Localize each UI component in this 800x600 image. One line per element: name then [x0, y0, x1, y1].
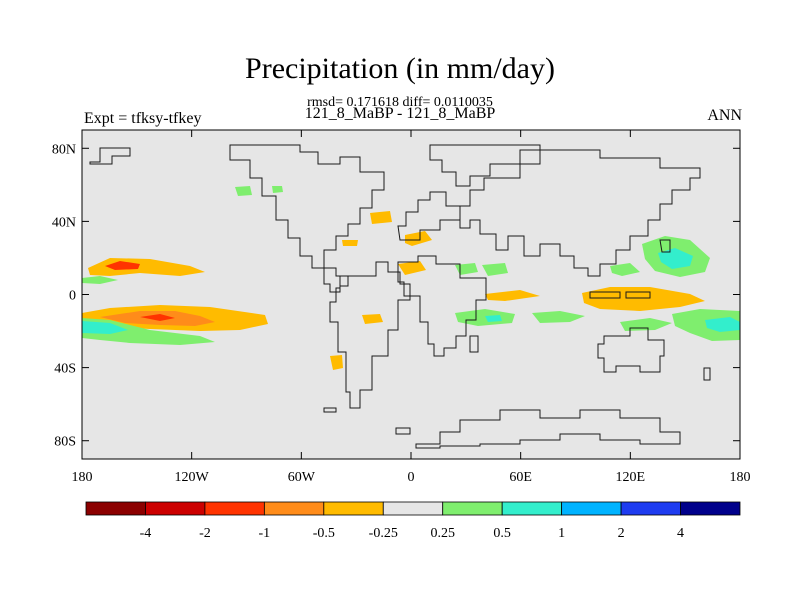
colorbar-label: -1: [259, 526, 271, 541]
colorbar-label: 2: [618, 526, 625, 541]
colorbar-swatch: [442, 501, 503, 516]
coastline-south-tip: [323, 407, 411, 435]
coastline-north-america: [229, 144, 385, 269]
anomaly-patch-orange: [582, 287, 705, 311]
anomaly-patch-green: [235, 186, 252, 196]
x-tick-label: 180: [730, 470, 751, 485]
colorbar-swatch: [501, 501, 563, 516]
coastline-greenland: [429, 144, 541, 187]
colorbar-swatch: [561, 501, 622, 516]
x-tick-label: 60E: [509, 470, 532, 485]
anomaly-patch-red: [140, 314, 175, 321]
x-tick-label: 120E: [616, 470, 646, 485]
coastline-arctic-islands: [89, 147, 131, 165]
season-label: ANN: [707, 107, 742, 124]
anomaly-patch-green: [532, 311, 585, 323]
colorbar-swatch: [620, 501, 681, 516]
coastlines: [89, 144, 711, 449]
coastline-south-america: [329, 261, 411, 409]
x-tick-label: 120W: [175, 470, 210, 485]
coastline-antarctica: [415, 409, 681, 449]
stats-subtitle: rmsd= 0.171618 diff= 0.0110035: [307, 95, 493, 110]
anomaly-patch-green: [272, 186, 283, 193]
anomaly-patch-cyan: [705, 317, 740, 332]
colorbar-label: 1: [558, 526, 565, 541]
colorbar-label: -2: [199, 526, 211, 541]
y-tick-label: 40S: [54, 362, 76, 377]
anomaly-patch-green: [455, 309, 515, 326]
x-tick-label: 180: [72, 470, 93, 485]
anomaly-patch-orange: [362, 314, 383, 324]
experiment-label: Expt = tfksy-tfkey: [84, 110, 202, 127]
colorbar-swatch: [145, 501, 206, 516]
y-tick-label: 80N: [52, 142, 76, 157]
colorbar-swatch: [85, 501, 146, 516]
coastline-japan: [659, 239, 671, 253]
x-tick-label: 60W: [288, 470, 316, 485]
coastline-indonesia: [589, 291, 651, 299]
anomaly-patch-green: [82, 318, 215, 345]
anomaly-patch-green: [455, 263, 478, 275]
x-axis: 180 120W 60W 0 60E 120E 180: [72, 130, 751, 485]
anomaly-patch-orange: [485, 290, 540, 301]
colorbar-label: 4: [677, 526, 684, 541]
x-tick-label: 0: [408, 470, 415, 485]
chart-title: Precipitation (in mm/day): [245, 52, 555, 85]
anomaly-patch-orange: [370, 211, 392, 224]
coastline-new-zealand: [703, 367, 711, 381]
anomaly-patch-cyan: [658, 248, 693, 269]
coastline-australia: [597, 327, 665, 373]
colorbar: -4 -2 -1 -0.5 -0.25 0.25 0.5 1 2 4: [85, 501, 741, 541]
y-tick-label: 0: [69, 289, 76, 304]
y-axis: 80N 40N 0 40S 80S: [52, 142, 740, 450]
anomaly-patch-red: [105, 261, 140, 270]
coastline-africa: [397, 255, 487, 357]
colorbar-swatch: [323, 501, 384, 516]
anomaly-patch-green: [610, 263, 640, 276]
anomaly-patch-orange: [342, 240, 358, 246]
anomaly-patch-green: [672, 309, 740, 341]
colorbar-swatch: [680, 501, 741, 516]
colorbar-label: -4: [140, 526, 152, 541]
colorbar-swatch: [382, 501, 444, 516]
colorbar-swatch: [204, 501, 265, 516]
colorbar-label: 0.5: [493, 526, 511, 541]
colorbar-swatch: [263, 501, 325, 516]
anomaly-patch-orange: [405, 231, 432, 246]
experiment-subtitle: 121_8_MaBP - 121_8_MaBP: [304, 105, 496, 122]
colorbar-label: -0.5: [313, 526, 335, 541]
anomaly-patch-cyan: [82, 321, 128, 334]
anomaly-patch-cyan: [485, 315, 502, 322]
anomaly-patch-green: [82, 276, 118, 284]
anomaly-patch-orange: [398, 261, 426, 275]
colorbar-label: 0.25: [430, 526, 455, 541]
y-tick-label: 40N: [52, 215, 76, 230]
anomaly-patch-orange: [330, 355, 343, 370]
coastline-europe: [397, 191, 461, 241]
colorbar-label: -0.25: [369, 526, 398, 541]
coastline-madagascar: [469, 335, 479, 353]
y-tick-label: 80S: [54, 435, 76, 450]
anomaly-patch-green: [482, 263, 508, 276]
